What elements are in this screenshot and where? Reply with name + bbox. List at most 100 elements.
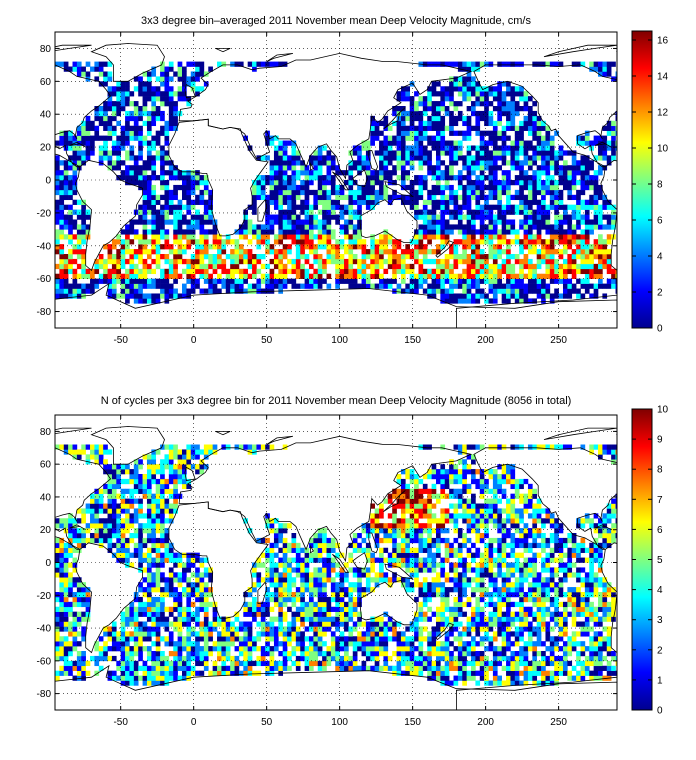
heatmap-cell xyxy=(160,209,165,215)
heatmap-cell xyxy=(247,288,253,294)
heatmap-cell xyxy=(449,96,454,102)
heatmap-cell xyxy=(256,180,262,186)
heatmap-cell xyxy=(313,204,319,210)
heatmap-cell xyxy=(151,283,157,289)
heatmap-cell xyxy=(497,189,502,196)
heatmap-cell xyxy=(611,273,616,279)
heatmap-cell xyxy=(252,204,257,210)
heatmap-cell xyxy=(545,140,551,146)
heatmap-cell xyxy=(536,219,542,225)
heatmap-cell xyxy=(506,180,511,186)
heatmap-cell xyxy=(576,209,581,215)
heatmap-cell xyxy=(173,503,178,509)
heatmap-cell xyxy=(527,140,533,146)
heatmap-cell xyxy=(475,160,481,166)
heatmap-cell xyxy=(287,577,292,583)
heatmap-cell xyxy=(357,263,362,270)
heatmap-cell xyxy=(462,81,467,87)
heatmap-cell xyxy=(598,283,603,289)
heatmap-cell xyxy=(225,254,231,260)
heatmap-cell xyxy=(120,631,126,637)
heatmap-cell xyxy=(523,298,529,304)
heatmap-cell xyxy=(68,189,73,196)
heatmap-cell xyxy=(63,665,69,671)
heatmap-cell xyxy=(138,288,143,294)
heatmap-cell xyxy=(593,219,599,225)
heatmap-cell xyxy=(234,263,240,270)
heatmap-cell xyxy=(278,562,284,568)
heatmap-cell xyxy=(243,636,248,642)
heatmap-cell xyxy=(63,444,69,450)
heatmap-cell xyxy=(90,135,95,141)
heatmap-cell xyxy=(466,219,472,225)
heatmap-cell xyxy=(295,655,301,662)
heatmap-cell xyxy=(348,194,354,201)
heatmap-cell xyxy=(497,234,502,240)
heatmap-cell xyxy=(168,204,174,210)
heatmap-cell xyxy=(453,140,459,146)
heatmap-cell xyxy=(238,278,244,284)
heatmap-cell xyxy=(602,125,608,131)
heatmap-cell xyxy=(435,160,441,166)
heatmap-cell xyxy=(107,249,113,255)
heatmap-cell xyxy=(313,214,319,220)
heatmap-cell xyxy=(265,660,270,667)
heatmap-cell xyxy=(111,150,117,156)
heatmap-cell xyxy=(344,249,349,255)
heatmap-cell xyxy=(287,587,292,593)
heatmap-cell xyxy=(160,145,165,151)
heatmap-cell xyxy=(440,120,446,127)
heatmap-cell xyxy=(409,288,415,294)
heatmap-cell xyxy=(138,601,143,608)
heatmap-cell xyxy=(475,229,481,235)
heatmap-cell xyxy=(177,71,183,77)
heatmap-cell xyxy=(164,459,170,465)
heatmap-cell xyxy=(146,76,152,82)
heatmap-cell xyxy=(273,587,279,593)
heatmap-cell xyxy=(269,655,275,662)
heatmap-cell xyxy=(55,219,60,225)
heatmap-cell xyxy=(558,229,564,235)
heatmap-cell xyxy=(431,110,437,117)
heatmap-cell xyxy=(510,268,516,275)
heatmap-cell xyxy=(295,641,301,647)
heatmap-cell xyxy=(400,155,406,161)
heatmap-cell xyxy=(238,249,244,255)
heatmap-cell xyxy=(120,616,126,622)
heatmap-cell xyxy=(94,268,100,275)
heatmap-cell xyxy=(519,293,524,299)
heatmap-cell xyxy=(199,214,205,220)
heatmap-cell xyxy=(497,209,502,215)
heatmap-cell xyxy=(186,288,192,294)
heatmap-cell xyxy=(72,273,78,279)
heatmap-cell xyxy=(510,209,516,215)
heatmap-cell xyxy=(155,135,161,141)
heatmap-cell xyxy=(146,140,152,146)
heatmap-cell xyxy=(129,655,135,662)
heatmap-cell xyxy=(435,91,441,97)
heatmap-cell xyxy=(374,258,380,265)
heatmap-cell xyxy=(116,135,121,141)
heatmap-cell xyxy=(155,493,161,499)
heatmap-cell xyxy=(339,258,345,265)
heatmap-cell xyxy=(151,572,157,578)
heatmap-cell xyxy=(217,641,222,647)
heatmap-cell xyxy=(155,449,161,455)
heatmap-cell xyxy=(160,606,165,612)
heatmap-cell xyxy=(59,209,65,215)
heatmap-cell xyxy=(357,155,362,161)
heatmap-cell xyxy=(352,258,358,265)
heatmap-cell xyxy=(221,239,227,245)
heatmap-cell xyxy=(593,254,599,260)
heatmap-cell xyxy=(142,670,148,676)
heatmap-cell xyxy=(146,611,152,617)
heatmap-cell xyxy=(405,244,411,250)
heatmap-cell xyxy=(234,278,240,284)
heatmap-cell xyxy=(471,244,476,250)
heatmap-cell xyxy=(265,199,270,205)
heatmap-cell xyxy=(160,562,165,568)
heatmap-cell xyxy=(326,224,332,230)
heatmap-cell xyxy=(344,204,349,210)
heatmap-cell xyxy=(164,71,170,77)
heatmap-cell xyxy=(230,239,235,245)
